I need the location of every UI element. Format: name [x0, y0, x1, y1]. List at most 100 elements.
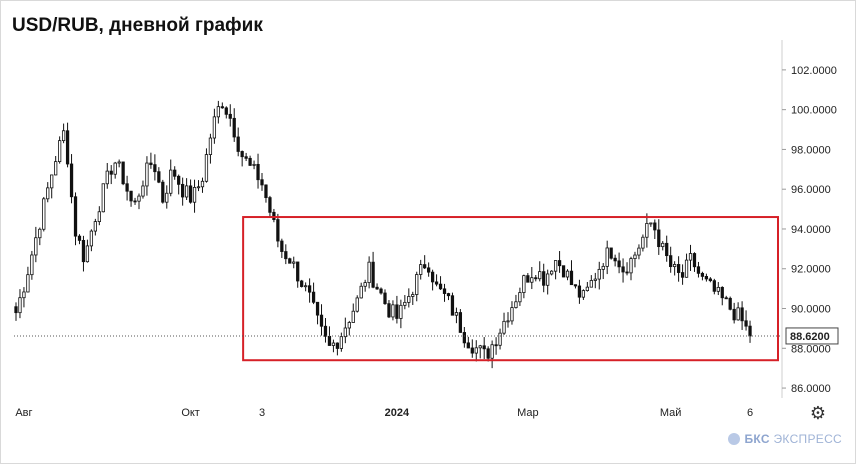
candle-body [296, 261, 300, 282]
candle-body [502, 320, 506, 334]
candle-body [438, 283, 443, 290]
candle-body [546, 273, 550, 286]
candle-body [498, 332, 502, 346]
candle-body [280, 240, 284, 252]
candle-body [720, 286, 724, 299]
candle-body [85, 245, 90, 263]
candle-body [617, 260, 621, 268]
x-axis: Авг Окт 3 2024 Мар Май 6 [15, 407, 753, 419]
candle-body [395, 304, 399, 319]
brand-name-bold: БКС [744, 432, 770, 446]
candle-body [81, 240, 86, 263]
candle-body [117, 161, 121, 164]
candle-body [530, 277, 534, 283]
candle-body [673, 264, 677, 268]
candle-body [18, 297, 22, 314]
candle-body [427, 267, 431, 273]
candle-body [129, 190, 133, 202]
candle-body [327, 335, 332, 346]
candle-body [58, 140, 62, 163]
candle-body [415, 274, 419, 295]
candle-body [208, 137, 213, 155]
candle-body [169, 169, 173, 194]
candle-body [391, 304, 395, 318]
candle-body [565, 270, 570, 278]
x-tick-label: 3 [259, 407, 265, 419]
candle-body [518, 292, 522, 303]
candle-body [101, 183, 105, 213]
brand-logo: БКС ЭКСПРЕСС [728, 432, 842, 446]
candle-body [244, 156, 248, 159]
candle-body [399, 304, 403, 319]
x-tick-label: 2024 [385, 407, 410, 419]
candle-body [625, 271, 629, 274]
candle-body [581, 290, 586, 298]
candle-body [196, 186, 201, 189]
candle-body [649, 222, 653, 225]
candle-body [181, 183, 185, 198]
candle-body [637, 247, 641, 256]
candle-body [748, 325, 752, 337]
candle-body [736, 307, 740, 321]
candle-body [597, 268, 601, 280]
x-tick-label: Май [660, 407, 682, 419]
candle-body [351, 310, 355, 323]
x-tick-label: Окт [181, 407, 200, 419]
candle-body [692, 253, 697, 268]
candle-body [61, 130, 66, 142]
candle-body [173, 169, 177, 177]
candle-body [157, 171, 161, 183]
candle-body [311, 291, 316, 303]
candle-body [470, 347, 474, 354]
candle-body [288, 258, 292, 264]
candle-body [50, 174, 54, 189]
x-tick-label: Мар [517, 407, 539, 419]
y-tick-label: 88.0000 [791, 343, 831, 355]
candle-body [665, 242, 669, 257]
candle-body [716, 286, 720, 292]
y-tick-label: 92.0000 [791, 264, 831, 276]
candle-body [577, 285, 582, 298]
candle-body [105, 170, 109, 185]
candle-body [133, 200, 137, 203]
candle-body [216, 106, 220, 118]
candle-body [542, 271, 546, 286]
candle-body [573, 284, 578, 287]
candle-body [434, 281, 439, 285]
candle-body [113, 162, 117, 175]
candle-body [661, 242, 665, 248]
candle-body [454, 312, 459, 316]
candle-body [633, 254, 637, 260]
candle-body [645, 223, 649, 238]
candle-body [740, 307, 744, 322]
candle-body [14, 306, 18, 314]
candle-body [149, 162, 153, 166]
candle-body [462, 332, 466, 344]
y-tick-label: 102.0000 [791, 65, 837, 77]
candle-body [42, 198, 46, 230]
candle-body [676, 264, 681, 273]
candle-body [379, 288, 383, 294]
candle-body [684, 259, 689, 278]
x-tick-label: 6 [747, 407, 753, 419]
candle-body [482, 345, 486, 350]
candle-body [430, 271, 435, 283]
gear-icon[interactable]: ⚙ [809, 403, 827, 424]
candle-body [553, 260, 558, 272]
candle-body [22, 291, 26, 299]
candle-body [319, 314, 324, 327]
candle-body [696, 266, 701, 274]
candle-body [538, 271, 542, 280]
candle-body [38, 228, 42, 239]
y-tick-label: 98.0000 [791, 144, 831, 156]
candle-body [700, 272, 705, 277]
candle-body [200, 180, 205, 188]
candle-body [605, 247, 609, 267]
candle-body [220, 106, 224, 109]
candle-body [77, 235, 82, 241]
candle-body [153, 164, 157, 173]
y-tick-label: 86.0000 [791, 383, 831, 395]
candle-body [641, 236, 645, 249]
